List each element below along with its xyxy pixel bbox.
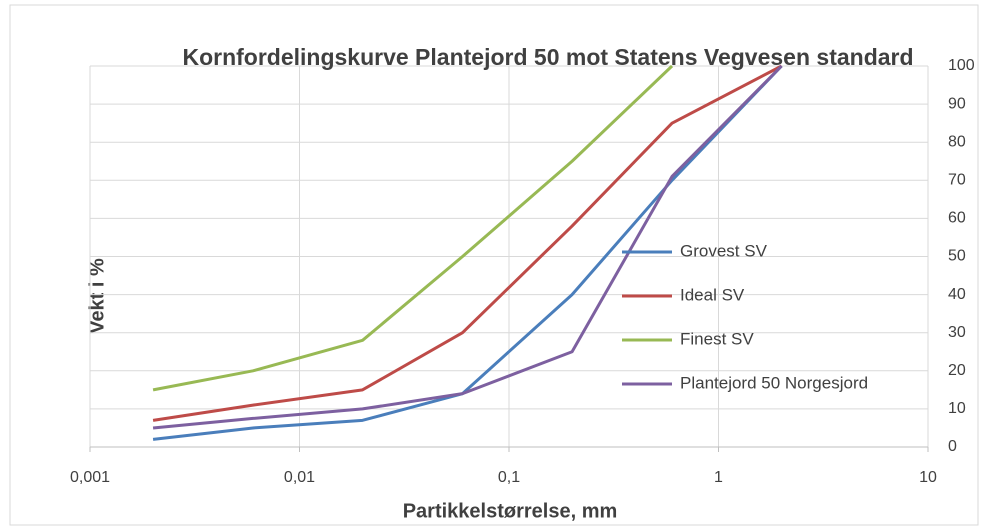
y-tick-label: 60 [948, 210, 966, 227]
x-tick-label: 1 [714, 469, 723, 486]
legend-label: Plantejord 50 Norgesjord [680, 373, 868, 392]
series-line [152, 64, 674, 392]
y-tick-label: 10 [948, 400, 966, 417]
legend-label: Ideal SV [680, 285, 745, 304]
x-tick-label: 10 [919, 469, 937, 486]
y-tick-label: 30 [948, 324, 966, 341]
y-tick-label: 0 [948, 438, 957, 455]
series-line [152, 64, 783, 422]
y-axis-title: Vekt i % [86, 258, 108, 334]
axes: 0 10 20 30 40 50 60 70 80 90 100 0,001 0,01 0,1 1 10 [70, 57, 975, 486]
legend-label: Finest SV [680, 329, 754, 348]
chart-title: Kornfordelingskurve Plantejord 50 mot St… [182, 44, 914, 70]
x-axis-title: Partikkelstørrelse, mm [403, 500, 618, 522]
y-tick-label: 70 [948, 172, 966, 189]
y-tick-label: 50 [948, 248, 966, 265]
x-tick-label: 0,1 [498, 469, 520, 486]
legend-label: Grovest SV [680, 241, 768, 260]
x-tick-label: 0,001 [70, 469, 110, 486]
y-tick-label: 90 [948, 95, 966, 112]
x-tick-label: 0,01 [284, 469, 315, 486]
y-tick-label: 20 [948, 362, 966, 379]
series-line [152, 64, 783, 430]
y-tick-label: 100 [948, 57, 975, 74]
grid [89, 65, 929, 448]
y-tick-label: 40 [948, 286, 966, 303]
y-tick-label: 80 [948, 133, 966, 150]
